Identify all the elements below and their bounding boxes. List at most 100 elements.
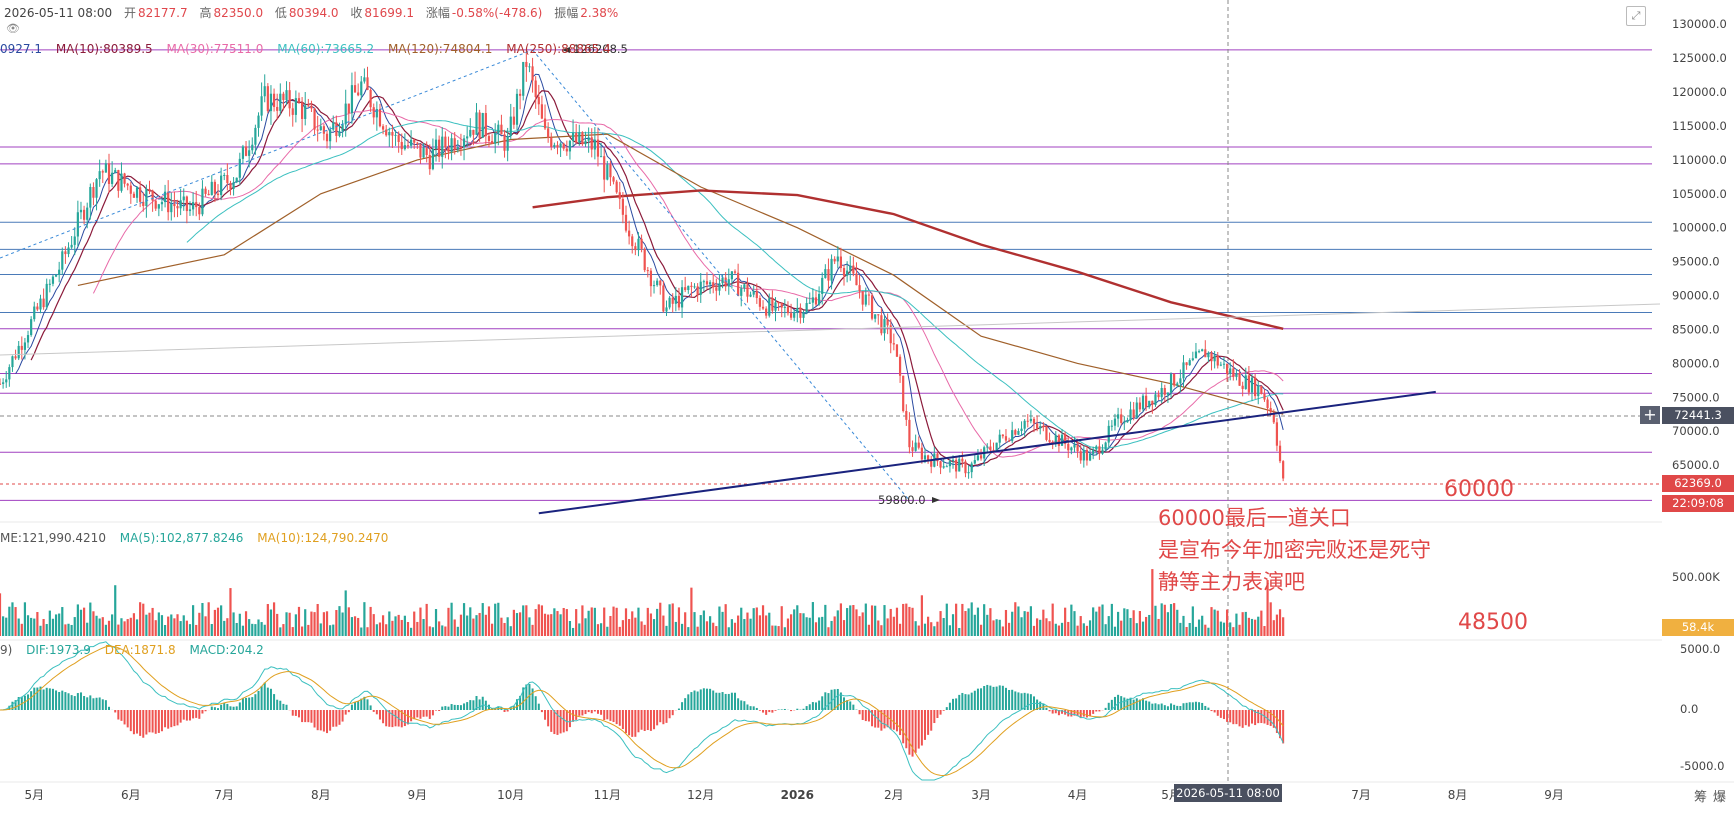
volume-bar	[363, 602, 366, 636]
macd-histogram-bar	[970, 692, 973, 710]
price-tick-label: 120000.0	[1672, 85, 1727, 99]
volume-bar	[413, 611, 416, 636]
time-tick-label: 9月	[1544, 788, 1564, 802]
macd-histogram-bar	[185, 710, 188, 721]
header-datetime: 2026-05-11 08:00	[4, 6, 113, 20]
corner-tools[interactable]: 筹爆	[1694, 786, 1732, 805]
visibility-eye-icon[interactable]: 👁	[6, 22, 20, 35]
candle-body	[1232, 368, 1235, 378]
volume-bar	[708, 616, 712, 636]
volume-bar	[466, 615, 469, 636]
candle-body	[332, 122, 335, 130]
volume-bar	[216, 607, 220, 636]
ma30-line	[92, 109, 1284, 458]
volume-bar	[36, 612, 39, 636]
volume-bar	[979, 624, 983, 636]
candle-body	[263, 86, 266, 97]
macd-histogram-bar	[656, 710, 659, 726]
volume-bar	[220, 605, 223, 636]
volume-bar	[1120, 620, 1123, 636]
candle-body	[696, 286, 699, 295]
volume-bar	[8, 606, 11, 636]
volume-bar	[117, 624, 120, 636]
candle-body	[839, 256, 843, 269]
candle-body	[945, 466, 948, 468]
candle-body	[282, 93, 285, 101]
candle-body	[322, 126, 326, 134]
macd-histogram-bar	[232, 706, 235, 710]
candle-body	[232, 182, 235, 189]
candle-body	[82, 209, 86, 220]
low-value: 80394.0	[288, 6, 339, 20]
volume-bar	[503, 622, 506, 636]
macd-histogram-bar	[33, 687, 36, 710]
macd-histogram-bar	[1279, 710, 1282, 739]
candle-body	[578, 132, 581, 143]
candle-body	[2, 382, 5, 384]
candle-body	[509, 116, 512, 136]
volume-bar	[241, 625, 245, 636]
liquidation-icon[interactable]: 爆	[1713, 790, 1733, 805]
candle-body	[874, 314, 877, 319]
macd-histogram-bar	[528, 684, 531, 710]
candle-body	[117, 170, 120, 191]
candle-body	[789, 313, 793, 318]
candle-body	[640, 238, 643, 249]
volume-bar	[506, 617, 509, 636]
volume-bar	[434, 609, 438, 636]
macd-histogram-bar	[297, 710, 300, 718]
candle-body	[475, 112, 478, 135]
candle-body	[584, 140, 587, 145]
ma-legend-3: MA(60):73665.2	[277, 42, 375, 56]
volume-bar	[145, 614, 148, 636]
macd-histogram-bar	[849, 701, 852, 710]
add-crosshair-button[interactable]: +	[1640, 406, 1660, 424]
macd-histogram-bar	[553, 710, 556, 735]
macd-histogram-bar	[1132, 699, 1135, 710]
volume-panel: 500.00K	[0, 569, 1720, 636]
volume-bar	[1032, 625, 1036, 636]
high-marker-arrow	[562, 47, 570, 53]
candle-body	[64, 251, 67, 255]
expand-icon[interactable]: ⤢	[1626, 6, 1646, 26]
macd-histogram-bar	[1148, 701, 1151, 710]
volume-tick-label: 500.00K	[1672, 570, 1720, 584]
candle-body	[272, 93, 276, 107]
chip-distribution-icon[interactable]: 筹	[1694, 790, 1714, 805]
price-tick-label: 95000.0	[1672, 255, 1720, 269]
candle-body	[151, 190, 154, 201]
macd-histogram-bar	[204, 710, 207, 712]
annotation-line-1: 60000最后一道关口	[1158, 506, 1351, 530]
macd-histogram-bar	[525, 684, 528, 710]
candle-body	[335, 122, 338, 136]
candle-body	[699, 281, 702, 295]
volume-bar	[45, 624, 48, 636]
macd-histogram-bar	[126, 710, 129, 728]
macd-histogram-bar	[55, 690, 58, 710]
volume-bar	[459, 614, 463, 636]
volume-bar	[945, 603, 948, 636]
macd-histogram-bar	[241, 697, 244, 710]
candle-body	[400, 141, 403, 150]
candle-body	[1011, 430, 1014, 441]
candle-body	[684, 287, 687, 291]
volume-bar	[537, 604, 540, 636]
volume-bar	[1197, 619, 1201, 636]
candle-body	[821, 277, 824, 294]
candle-body	[1023, 420, 1026, 429]
candle-body	[132, 193, 136, 198]
candle-body	[434, 139, 438, 149]
volume-bar	[874, 605, 877, 636]
candle-body	[1266, 399, 1269, 409]
volume-bar	[316, 604, 319, 636]
macd-histogram-bar	[335, 710, 338, 727]
macd-histogram-bar	[360, 698, 363, 710]
macd-histogram-bar	[425, 710, 428, 717]
macd-histogram-bar	[263, 682, 266, 710]
macd-histogram-bar	[1142, 698, 1145, 710]
macd-histogram-bar	[503, 710, 506, 712]
candle-body	[67, 247, 70, 255]
candle-body	[98, 171, 101, 180]
volume-bar	[687, 627, 690, 636]
